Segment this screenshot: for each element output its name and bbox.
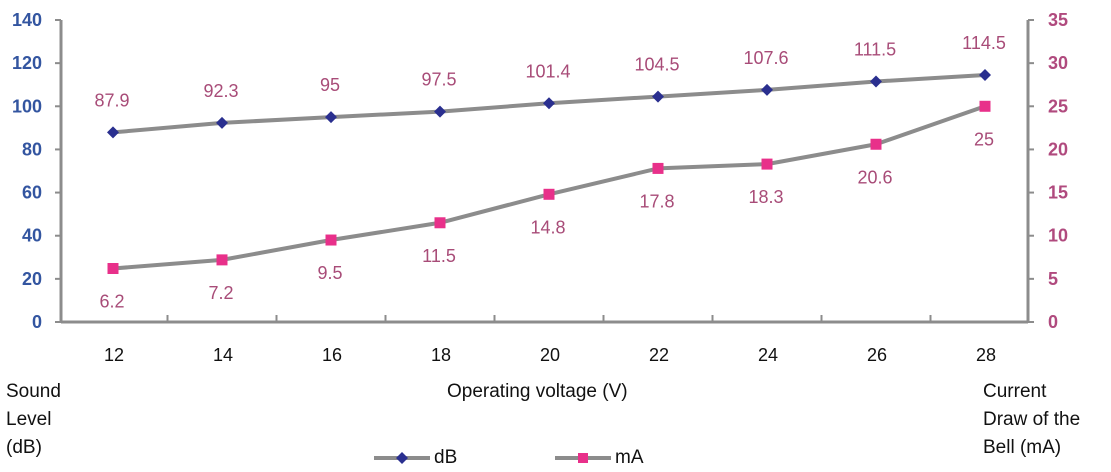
data-label-db: 101.4	[525, 61, 570, 81]
data-point-ma	[761, 158, 773, 170]
data-point-ma	[652, 162, 664, 174]
data-label-ma: 14.8	[530, 217, 565, 237]
data-label-db: 111.5	[854, 39, 896, 59]
y-right-tick-label: 5	[1048, 269, 1058, 289]
x-tick-label: 26	[867, 345, 887, 365]
legend-item-db: dB	[372, 446, 457, 470]
x-tick-label: 14	[213, 345, 233, 365]
data-point-ma	[216, 254, 228, 266]
legend-db-label: dB	[434, 447, 458, 468]
data-label-ma: 9.5	[317, 263, 342, 283]
data-label-ma: 7.2	[208, 283, 233, 303]
x-tick-label: 28	[976, 345, 996, 365]
diamond-marker-icon	[396, 452, 408, 464]
y-right-tick-label: 15	[1048, 183, 1068, 203]
legend-item-ma: mA	[553, 446, 644, 470]
data-label-db: 97.5	[421, 70, 456, 90]
y-right-tick-label: 10	[1048, 226, 1068, 246]
legend-db-swatch	[374, 452, 430, 464]
data-label-ma: 25	[974, 129, 994, 149]
data-label-ma: 11.5	[422, 246, 456, 266]
axes	[55, 19, 1034, 324]
legend-ma-swatch	[555, 453, 611, 463]
y-left-tick-label: 100	[12, 96, 42, 116]
y-right-tick-label: 30	[1048, 53, 1068, 73]
y-left-tick-label: 20	[22, 269, 42, 289]
x-axis-label: Operating voltage (V)	[447, 381, 628, 402]
y-right-tick-label: 0	[1048, 312, 1058, 332]
y-left-tick-label: 0	[32, 312, 42, 332]
series-line-ma	[112, 104, 986, 271]
series-markers	[107, 69, 991, 275]
tick-labels: 0 20 40 60 80 100 120 140 0 5 10 15 20 25 30 35 12 14 16 18…	[12, 10, 1068, 365]
data-label-db: 107.6	[743, 48, 788, 68]
data-point-db	[107, 126, 119, 139]
y-left-tick-label: 60	[22, 183, 42, 203]
x-tick-label: 22	[649, 345, 669, 365]
data-point-ma	[979, 100, 991, 112]
y-right-tick-label: 20	[1048, 139, 1068, 159]
square-marker-icon	[578, 453, 588, 463]
x-tick-label: 24	[758, 345, 778, 365]
data-point-db	[325, 111, 337, 124]
data-point-db	[216, 116, 228, 129]
data-point-ma	[107, 263, 119, 275]
data-point-ma	[870, 138, 882, 150]
data-label-ma: 18.3	[748, 187, 783, 207]
x-tick-label: 20	[540, 345, 560, 365]
data-label-db: 92.3	[203, 81, 238, 101]
y-left-tick-label: 40	[22, 226, 42, 246]
y-right-tick-label: 25	[1048, 96, 1068, 116]
data-label-db: 87.9	[94, 90, 129, 110]
y-left-tick-label: 120	[12, 53, 42, 73]
data-labels: 87.9 92.3 95 97.5 101.4 104.5 107.6 111.5 114.5 6…	[94, 33, 1005, 311]
data-point-ma	[543, 188, 555, 200]
data-label-ma: 17.8	[639, 191, 674, 211]
x-tick-label: 12	[104, 345, 124, 365]
y-axis-left-label: Sound Level (dB)	[6, 381, 61, 458]
y-left-tick-label: 140	[12, 10, 42, 30]
data-point-db	[434, 105, 446, 118]
data-point-db	[870, 75, 882, 88]
y-axis-right-label: Current Draw of the Bell (mA)	[983, 381, 1081, 458]
data-label-db: 114.5	[962, 33, 1006, 53]
y-right-tick-label: 35	[1048, 10, 1068, 30]
x-tick-label: 18	[431, 345, 451, 365]
data-label-ma: 20.6	[857, 167, 892, 187]
legend-ma-label: mA	[615, 447, 644, 468]
data-point-db	[761, 83, 773, 96]
data-point-db	[979, 69, 991, 82]
data-point-db	[543, 97, 555, 110]
data-label-db: 104.5	[634, 55, 679, 75]
data-point-ma	[434, 217, 446, 229]
x-tick-label: 16	[322, 345, 342, 365]
data-point-ma	[325, 234, 337, 246]
data-label-db: 95	[320, 75, 340, 95]
data-label-ma: 6.2	[99, 292, 124, 312]
data-point-db	[652, 90, 664, 103]
y-left-tick-label: 80	[22, 139, 42, 159]
